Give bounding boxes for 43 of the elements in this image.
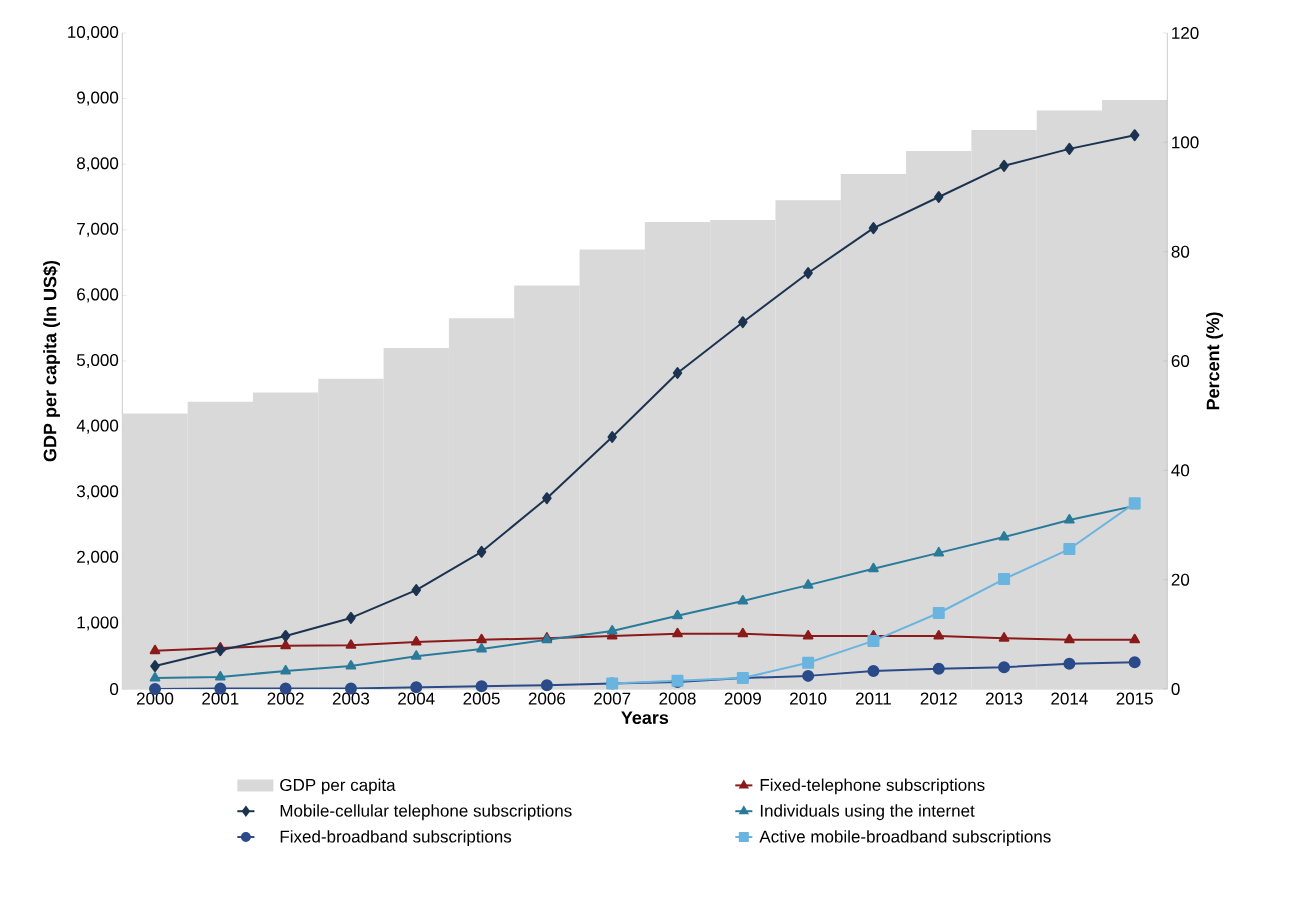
y2-tick-label: 120 xyxy=(1172,26,1199,40)
y-tick-label: 7,000 xyxy=(77,222,119,237)
y2-tick-label: 0 xyxy=(1171,682,1180,696)
legend-label: Fixed-broadband subscriptions xyxy=(280,830,512,846)
y2-tick-label: 40 xyxy=(1171,464,1190,477)
y-tick-label: 3,000 xyxy=(76,485,119,500)
legend-label: Active mobile-broadband subscriptions xyxy=(759,830,1051,846)
y2-axis-title: Percent (%) xyxy=(1206,312,1223,410)
y-tick-label: 6,000 xyxy=(77,288,119,303)
x-tick-label: 2000 xyxy=(136,692,174,705)
legend-label: Fixed-telephone subscriptions xyxy=(760,778,985,795)
y-tick-label: 0 xyxy=(110,682,119,696)
x-tick-label: 2010 xyxy=(790,692,827,705)
legend-label: Mobile-cellular telephone subscriptions xyxy=(280,804,572,821)
y-tick-label: 5,000 xyxy=(76,353,119,369)
y2-tick-label: 20 xyxy=(1171,573,1190,586)
y2-tick-label: 60 xyxy=(1171,354,1190,368)
y-tick-label: 4,000 xyxy=(76,419,119,434)
x-tick-label: 2006 xyxy=(528,692,566,705)
x-tick-label: 2007 xyxy=(594,692,631,705)
x-tick-label: 2012 xyxy=(920,692,957,705)
x-tick-label: 2008 xyxy=(659,692,696,705)
y2-tick-label: 100 xyxy=(1172,136,1199,149)
legend-label: Individuals using the internet xyxy=(760,804,975,821)
legend-label: GDP per capita xyxy=(280,778,396,795)
y-axis-title: GDP per capita (In US$) xyxy=(42,260,60,462)
x-tick-label: 2002 xyxy=(267,692,304,705)
x-axis-title: Years xyxy=(621,711,669,724)
y-tick-label: 8,000 xyxy=(77,157,119,172)
x-tick-label: 2013 xyxy=(986,692,1023,705)
y-tick-label: 1,000 xyxy=(77,616,119,631)
x-tick-label: 2009 xyxy=(724,692,761,705)
x-tick-label: 2005 xyxy=(463,692,500,705)
x-tick-label: 2015 xyxy=(1116,692,1153,705)
x-tick-label: 2001 xyxy=(202,692,239,705)
x-tick-label: 2004 xyxy=(398,692,435,705)
y2-tick-label: 80 xyxy=(1171,245,1190,258)
y-tick-label: 10,000 xyxy=(68,25,119,41)
x-tick-label: 2011 xyxy=(856,692,891,705)
y-tick-label: 2,000 xyxy=(77,550,119,565)
y-tick-label: 9,000 xyxy=(77,91,119,106)
x-tick-label: 2014 xyxy=(1051,692,1088,705)
x-tick-label: 2003 xyxy=(332,692,370,705)
